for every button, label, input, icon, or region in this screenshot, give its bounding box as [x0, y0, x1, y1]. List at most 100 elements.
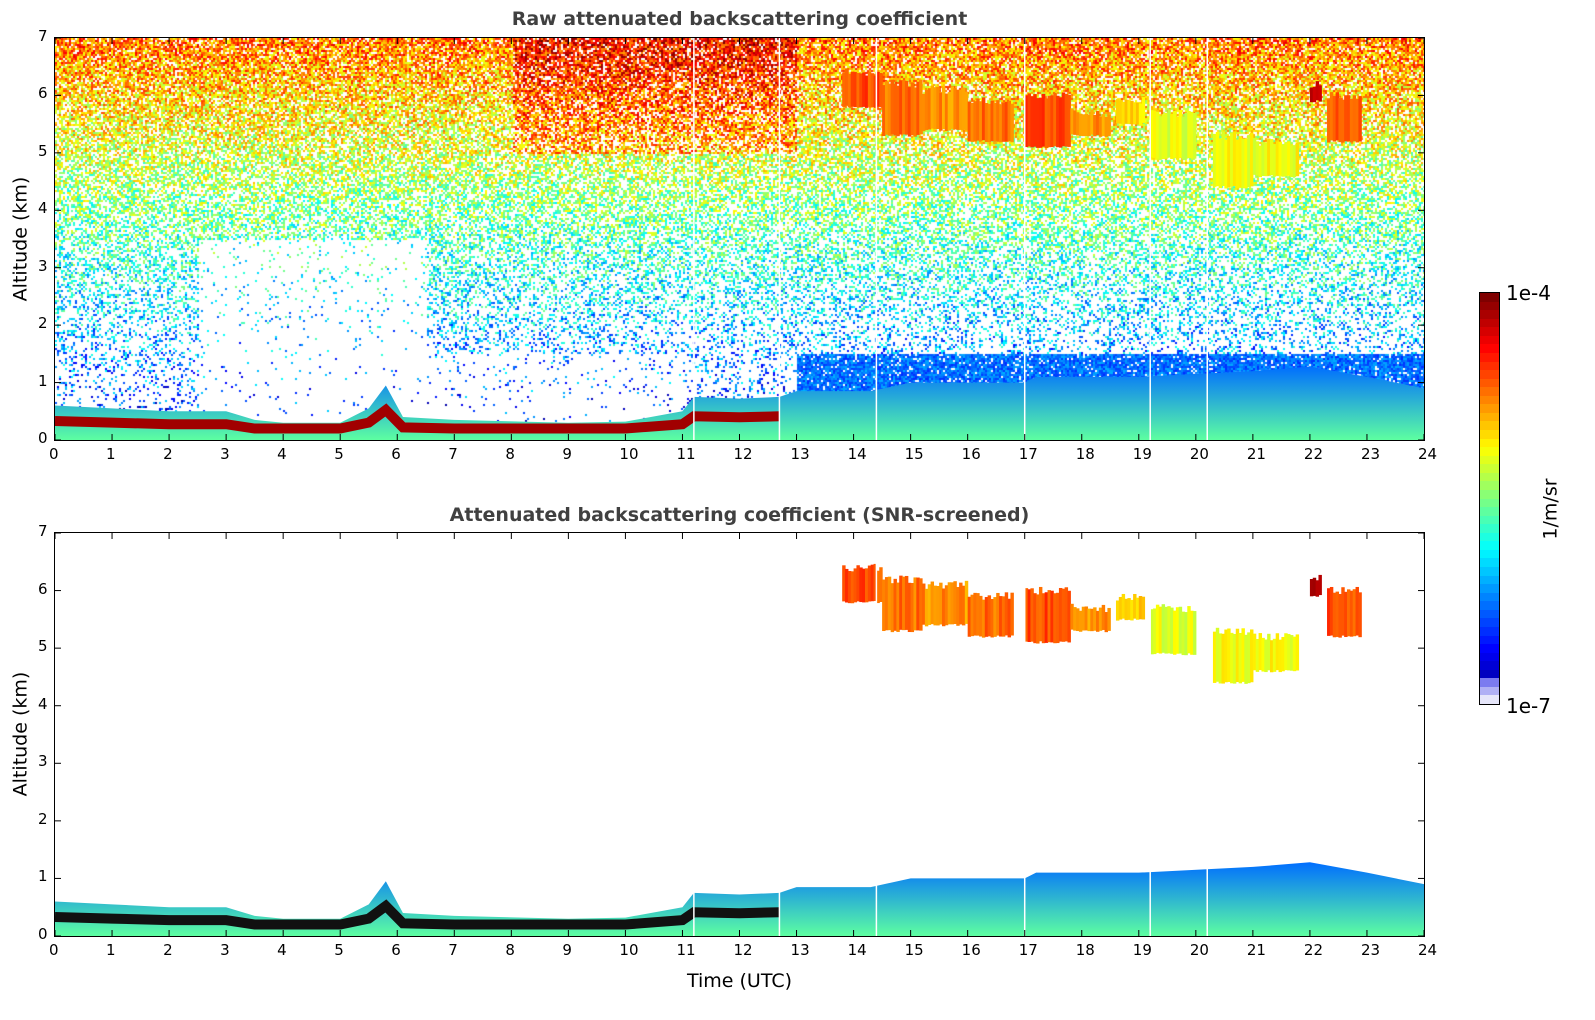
cloud-cell — [1252, 138, 1257, 175]
cloud-cell — [1295, 634, 1300, 671]
colorbar-segment — [1480, 601, 1499, 610]
cloud-cell — [1187, 606, 1191, 654]
colorbar-segment — [1480, 472, 1499, 482]
colorbar-segment — [1480, 618, 1499, 627]
cloud-cell — [864, 75, 869, 108]
cloud-cell — [1107, 114, 1111, 137]
cloud-cell — [1135, 597, 1140, 620]
cloud-cell — [887, 83, 892, 136]
cloud-cell — [1050, 590, 1054, 643]
x-tick-label: 19 — [1132, 941, 1152, 959]
cloud-cell — [1346, 95, 1351, 142]
cloud-cell — [896, 582, 900, 632]
cloud-cell — [1258, 145, 1263, 178]
y-tick-label: 3 — [38, 752, 48, 771]
cloud-cell — [1335, 92, 1340, 141]
cloud-cell — [1118, 596, 1123, 620]
cloud-cell — [884, 81, 889, 135]
cloud-cell — [1355, 586, 1359, 636]
cloud-cell — [1278, 639, 1282, 673]
cloud-cell — [1087, 114, 1091, 137]
cloud-cell — [967, 596, 972, 637]
cloud-cell — [882, 85, 886, 136]
y-tick-label: 0 — [38, 429, 48, 447]
cloud-cell — [1124, 99, 1128, 124]
cloud-cell — [956, 89, 960, 130]
colorbar-unit-label: 1/m/sr — [1539, 478, 1562, 540]
cloud-cell — [1010, 103, 1014, 143]
colorbar-segment — [1480, 584, 1499, 593]
cloud-cell — [1241, 628, 1245, 682]
cloud-cell — [1332, 96, 1337, 142]
cloud-cell — [1349, 590, 1354, 637]
colorbar — [1479, 292, 1500, 705]
cloud-cell — [879, 567, 883, 602]
cloud-cell — [850, 571, 855, 604]
cloud-cell — [922, 583, 926, 625]
cloud-cell — [950, 86, 954, 129]
cloud-cell — [890, 79, 895, 135]
cloud-cell — [1061, 92, 1066, 147]
cloud-cell — [862, 72, 866, 107]
cloud-cell — [1081, 114, 1086, 137]
colorbar-segment — [1480, 352, 1499, 362]
colorbar-segment — [1480, 515, 1499, 525]
cloud-cell — [1267, 138, 1271, 175]
cloud-cell — [1027, 589, 1031, 642]
cloud-cell — [1272, 638, 1277, 672]
y-tick-label: 2 — [38, 809, 48, 828]
cloud-cell — [847, 571, 852, 604]
colorbar-segment — [1480, 661, 1499, 670]
cloud-cell — [853, 72, 858, 108]
colorbar-segment — [1480, 370, 1499, 379]
cloud-cell — [1093, 114, 1097, 137]
x-tick-label: 4 — [277, 445, 287, 463]
raw-noise-field — [55, 38, 1424, 440]
cloud-cell — [1218, 633, 1223, 684]
cloud-cell — [856, 565, 860, 602]
cloud-cell — [1130, 100, 1134, 125]
cloud-cell — [1130, 599, 1134, 621]
cloud-cell — [1007, 598, 1012, 638]
cloud-cell — [1007, 100, 1012, 142]
cloud-cell — [919, 79, 923, 135]
cloud-cell — [1050, 95, 1054, 148]
cloud-cell — [996, 592, 1000, 636]
panel-title-screened: Attenuated backscattering coefficient (S… — [449, 504, 1030, 526]
cloud-cell — [987, 595, 992, 637]
colorbar-segment — [1480, 626, 1499, 636]
cloud-cell — [896, 85, 900, 137]
cloud-cell — [1047, 590, 1051, 643]
x-tick-label: 14 — [847, 941, 867, 959]
y-tick-label: 6 — [38, 579, 48, 598]
cloud-cell — [1275, 633, 1280, 671]
x-tick-label: 4 — [277, 941, 287, 959]
cloud-cell — [1318, 85, 1322, 102]
cloud-cell — [1244, 138, 1248, 189]
cloud-cell — [1230, 132, 1234, 187]
cloud-cell — [922, 93, 926, 132]
cloud-cell — [1036, 98, 1040, 148]
cloud-cell — [1278, 141, 1282, 176]
cloud-cell — [876, 71, 880, 107]
cloud-cell — [1064, 93, 1069, 147]
cloud-cell — [976, 593, 980, 636]
cloud-cell — [893, 578, 897, 631]
x-tick-label: 0 — [49, 941, 59, 959]
x-tick-label: 18 — [1075, 941, 1095, 959]
y-tick-label: 5 — [38, 141, 48, 160]
cloud-cell — [850, 71, 855, 107]
cloud-cell — [1098, 116, 1103, 137]
heatmap-layer — [55, 38, 1424, 440]
x-tick-label: 14 — [847, 445, 867, 463]
cloud-cell — [1212, 631, 1217, 683]
cloud-cell — [887, 576, 892, 631]
cloud-cell — [1138, 103, 1143, 125]
cloud-cell — [1141, 97, 1146, 123]
cloud-cell — [967, 101, 972, 142]
cloud-cell — [1327, 588, 1331, 636]
cloud-cell — [1167, 109, 1171, 158]
cloud-cell — [936, 86, 940, 129]
x-tick-label: 8 — [505, 941, 515, 959]
cloud-cell — [1004, 101, 1009, 142]
